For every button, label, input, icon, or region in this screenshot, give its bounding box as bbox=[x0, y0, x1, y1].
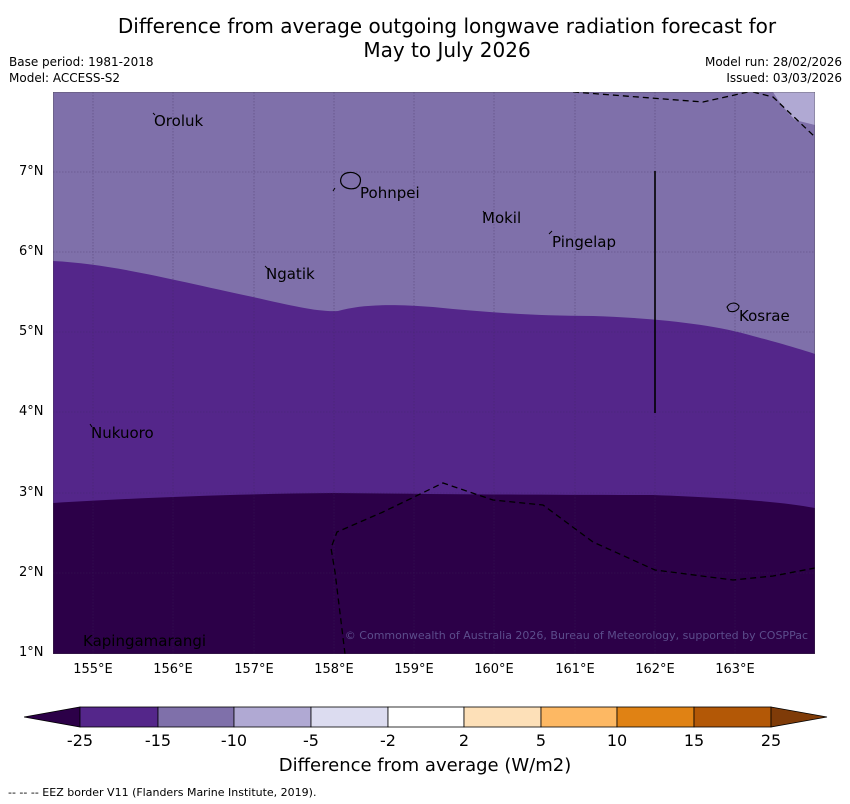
label-kapingamarangi: Kapingamarangi bbox=[83, 632, 206, 650]
label-kosrae: Kosrae bbox=[739, 307, 790, 325]
colorbar-extend-high bbox=[770, 706, 828, 728]
colorbar-tick-minus25: -25 bbox=[66, 731, 94, 750]
colorbar-title: Difference from average (W/m2) bbox=[278, 755, 572, 776]
base-period: Base period: 1981-2018 bbox=[9, 55, 154, 69]
oroluk-mark bbox=[152, 112, 156, 116]
eez-border-north bbox=[572, 92, 815, 138]
title-line-1: Difference from average outgoing longwav… bbox=[117, 14, 777, 38]
model-name: Model: ACCESS-S2 bbox=[9, 71, 121, 85]
colorbar-bin-2-5 bbox=[463, 706, 542, 728]
lat-label-6n: 6°N bbox=[19, 244, 44, 259]
colorbar-bin-5-10 bbox=[540, 706, 618, 728]
colorbar-tick-minus5: -5 bbox=[303, 731, 319, 750]
colorbar-bin-15-25 bbox=[693, 706, 772, 728]
colorbar bbox=[24, 706, 828, 728]
label-oroluk: Oroluk bbox=[154, 112, 203, 130]
model-info: Base period: 1981-2018 Model: ACCESS-S2 bbox=[9, 54, 154, 86]
ant-atoll-mark bbox=[332, 187, 336, 192]
colorbar-bin-minus2-2 bbox=[387, 706, 465, 728]
lat-label-1n: 1°N bbox=[19, 645, 44, 660]
eez-border-south bbox=[330, 482, 815, 654]
lon-label-163e: 163°E bbox=[715, 662, 755, 677]
lon-label-161e: 161°E bbox=[555, 662, 595, 677]
colorbar-tick-minus2: -2 bbox=[380, 731, 396, 750]
label-nukuoro: Nukuoro bbox=[91, 424, 154, 442]
lat-label-5n: 5°N bbox=[19, 324, 44, 339]
copyright-notice: © Commonwealth of Australia 2026, Bureau… bbox=[345, 629, 808, 642]
colorbar-tick-minus10: -10 bbox=[220, 731, 248, 750]
lat-label-4n: 4°N bbox=[19, 404, 44, 419]
label-ngatik: Ngatik bbox=[266, 265, 315, 283]
lat-label-3n: 3°N bbox=[19, 485, 44, 500]
eez-borders bbox=[330, 92, 815, 654]
mokil-mark bbox=[482, 210, 486, 215]
label-pohnpei: Pohnpei bbox=[360, 184, 420, 202]
colorbar-extend-low bbox=[24, 706, 81, 728]
zone-below-minus25 bbox=[53, 493, 815, 654]
colorbar-bin-minus25-minus15 bbox=[79, 706, 159, 728]
kosrae-island-shape bbox=[726, 302, 740, 313]
colorbar-tick-15: 15 bbox=[683, 731, 705, 750]
pohnpei-island-shape bbox=[339, 171, 362, 190]
lon-label-156e: 156°E bbox=[153, 662, 193, 677]
run-info: Model run: 28/02/2026 Issued: 03/03/2026 bbox=[705, 54, 842, 86]
label-pingelap: Pingelap bbox=[552, 233, 616, 251]
lon-label-157e: 157°E bbox=[234, 662, 274, 677]
pingelap-mark bbox=[548, 230, 553, 235]
map-title: Difference from average outgoing longwav… bbox=[0, 14, 850, 62]
model-run-date: Model run: 28/02/2026 bbox=[704, 55, 842, 69]
issued-date: Issued: 03/03/2026 bbox=[726, 71, 842, 85]
colorbar-tick-minus15: -15 bbox=[144, 731, 172, 750]
colorbar-tick-10: 10 bbox=[606, 731, 628, 750]
colorbar-bin-minus5-minus2 bbox=[310, 706, 389, 728]
lon-label-162e: 162°E bbox=[635, 662, 675, 677]
lon-label-159e: 159°E bbox=[394, 662, 434, 677]
colorbar-bin-minus10-minus5 bbox=[233, 706, 312, 728]
title-line-2: May to July 2026 bbox=[363, 38, 531, 62]
ngatik-mark bbox=[264, 265, 269, 270]
graticule bbox=[53, 92, 815, 654]
lon-label-160e: 160°E bbox=[474, 662, 514, 677]
colorbar-tick-25: 25 bbox=[760, 731, 782, 750]
label-mokil: Mokil bbox=[482, 209, 521, 227]
colorbar-tick-5: 5 bbox=[535, 731, 547, 750]
lat-label-7n: 7°N bbox=[19, 164, 44, 179]
nukuoro-mark bbox=[89, 423, 93, 428]
lon-label-155e: 155°E bbox=[73, 662, 113, 677]
colorbar-bin-10-15 bbox=[616, 706, 695, 728]
colorbar-tick-2: 2 bbox=[458, 731, 470, 750]
eez-footnote: -- -- -- EEZ border V11 (Flanders Marine… bbox=[8, 786, 317, 799]
lon-label-158e: 158°E bbox=[314, 662, 354, 677]
colorbar-bin-minus15-minus10 bbox=[157, 706, 235, 728]
map-panel[interactable]: Oroluk Pohnpei Mokil Pingelap Ngatik Kos… bbox=[53, 92, 815, 654]
zone-minus10-minus5 bbox=[773, 92, 815, 125]
lat-label-2n: 2°N bbox=[19, 565, 44, 580]
